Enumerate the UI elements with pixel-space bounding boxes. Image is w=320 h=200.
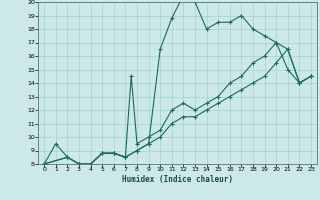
X-axis label: Humidex (Indice chaleur): Humidex (Indice chaleur) [122, 175, 233, 184]
